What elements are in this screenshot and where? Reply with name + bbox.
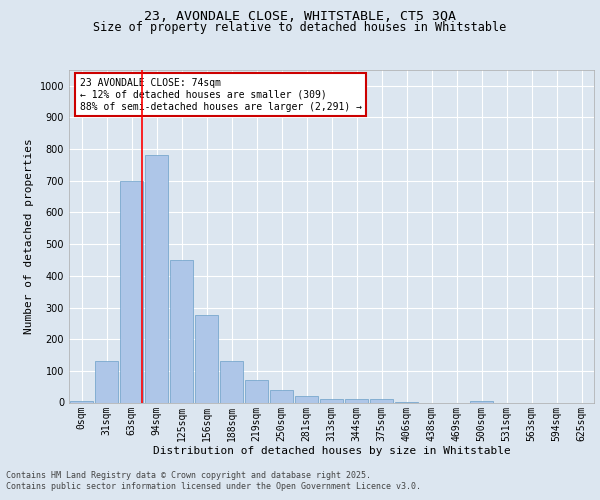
Bar (344, 400, 368, 402)
Bar (295, 396, 319, 402)
Bar (170, 260, 193, 402)
Text: Contains public sector information licensed under the Open Government Licence v3: Contains public sector information licen… (6, 482, 421, 491)
Bar (320, 398, 343, 402)
Bar (470, 401, 493, 402)
Bar (194, 316, 218, 402)
Bar (220, 362, 244, 403)
Bar (370, 400, 394, 402)
Bar (145, 156, 169, 402)
Y-axis label: Number of detached properties: Number of detached properties (24, 138, 34, 334)
Bar (95, 362, 118, 403)
Bar (119, 181, 143, 402)
Text: Contains HM Land Registry data © Crown copyright and database right 2025.: Contains HM Land Registry data © Crown c… (6, 471, 371, 480)
Text: 23, AVONDALE CLOSE, WHITSTABLE, CT5 3QA: 23, AVONDALE CLOSE, WHITSTABLE, CT5 3QA (144, 10, 456, 23)
Text: 23 AVONDALE CLOSE: 74sqm
← 12% of detached houses are smaller (309)
88% of semi-: 23 AVONDALE CLOSE: 74sqm ← 12% of detach… (79, 78, 361, 112)
Bar (269, 390, 293, 402)
X-axis label: Distribution of detached houses by size in Whitstable: Distribution of detached houses by size … (152, 446, 511, 456)
Text: Size of property relative to detached houses in Whitstable: Size of property relative to detached ho… (94, 21, 506, 34)
Bar (70, 401, 94, 402)
Bar (245, 380, 268, 402)
